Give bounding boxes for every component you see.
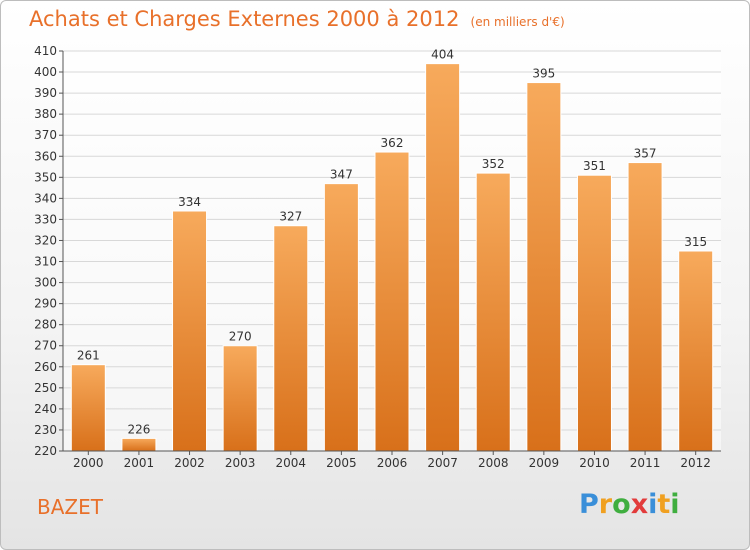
bar-2005 — [323, 183, 359, 452]
labels: 220 230 240 250 260 270 280 290 300 310 320 330 340 3… — [34, 44, 711, 470]
y-tick-label: 400 — [34, 65, 57, 79]
value-label-2006: 362 — [381, 136, 404, 150]
y-tick-label: 320 — [34, 233, 57, 247]
value-label-2011: 357 — [634, 147, 657, 161]
value-label-2002: 334 — [178, 195, 201, 209]
bar-2003 — [222, 345, 258, 452]
bar-2001 — [121, 437, 157, 452]
logo-letter: i — [648, 489, 658, 520]
y-tick-label: 370 — [34, 128, 57, 142]
axes — [59, 50, 721, 455]
title-unit: (en milliers d'€) — [470, 15, 565, 29]
y-tick-label: 260 — [34, 360, 57, 374]
y-tick-label: 220 — [34, 444, 57, 458]
proxiti-logo[interactable]: Proxiti — [579, 489, 680, 520]
y-tick-label: 340 — [34, 191, 57, 205]
value-label-2009: 395 — [532, 67, 555, 81]
x-tick-label-2005: 2005 — [326, 456, 357, 470]
x-tick-label-2001: 2001 — [124, 456, 155, 470]
logo-letter: o — [612, 489, 631, 520]
bar-2007 — [425, 63, 461, 452]
x-tick-label-2007: 2007 — [427, 456, 458, 470]
x-tick-label-2008: 2008 — [478, 456, 509, 470]
bar-2008 — [475, 172, 511, 452]
value-label-2010: 351 — [583, 159, 606, 173]
logo-letter: r — [598, 489, 613, 520]
logo-letter: t — [657, 489, 671, 520]
bar-2011 — [627, 162, 663, 452]
value-label-2000: 261 — [77, 349, 100, 363]
x-tick-label-2010: 2010 — [579, 456, 610, 470]
bar-2006 — [374, 151, 410, 452]
y-tick-label: 350 — [34, 170, 57, 184]
bar-2002 — [172, 210, 208, 452]
y-tick-label: 310 — [34, 255, 57, 269]
y-tick-label: 380 — [34, 107, 57, 121]
bar-2009 — [526, 82, 562, 452]
y-tick-label: 330 — [34, 212, 57, 226]
y-tick-label: 270 — [34, 339, 57, 353]
value-label-2008: 352 — [482, 157, 505, 171]
y-tick-label: 240 — [34, 402, 57, 416]
x-tick-label-2000: 2000 — [73, 456, 104, 470]
y-tick-label: 290 — [34, 297, 57, 311]
commune-name: BAZET — [37, 495, 103, 519]
bar-2010 — [576, 174, 612, 452]
chart-title: Achats et Charges Externes 2000 à 2012 (… — [29, 7, 565, 31]
logo-letter: i — [670, 489, 680, 520]
y-tick-label: 360 — [34, 149, 57, 163]
x-tick-label-2009: 2009 — [529, 456, 560, 470]
x-tick-label-2012: 2012 — [680, 456, 711, 470]
x-tick-label-2011: 2011 — [630, 456, 661, 470]
bars — [70, 63, 714, 452]
y-tick-label: 410 — [34, 44, 57, 58]
bar-2004 — [273, 225, 309, 452]
value-label-2001: 226 — [127, 422, 150, 436]
value-label-2004: 327 — [279, 210, 302, 224]
y-tick-label: 230 — [34, 423, 57, 437]
value-label-2012: 315 — [684, 235, 707, 249]
value-label-2003: 270 — [229, 330, 252, 344]
value-label-2005: 347 — [330, 168, 353, 182]
x-tick-label-2003: 2003 — [225, 456, 256, 470]
x-tick-label-2006: 2006 — [377, 456, 408, 470]
logo-letter: x — [630, 489, 649, 520]
y-tick-label: 390 — [34, 86, 57, 100]
title-main: Achats et Charges Externes 2000 à 2012 — [29, 7, 460, 31]
x-tick-label-2002: 2002 — [174, 456, 205, 470]
value-label-2007: 404 — [431, 48, 454, 62]
y-tick-label: 280 — [34, 318, 57, 332]
bar-2012 — [678, 250, 714, 452]
logo-letter: P — [579, 489, 599, 520]
y-tick-label: 300 — [34, 276, 57, 290]
y-tick-label: 250 — [34, 381, 57, 395]
x-tick-label-2004: 2004 — [275, 456, 306, 470]
bar-2000 — [70, 364, 106, 452]
